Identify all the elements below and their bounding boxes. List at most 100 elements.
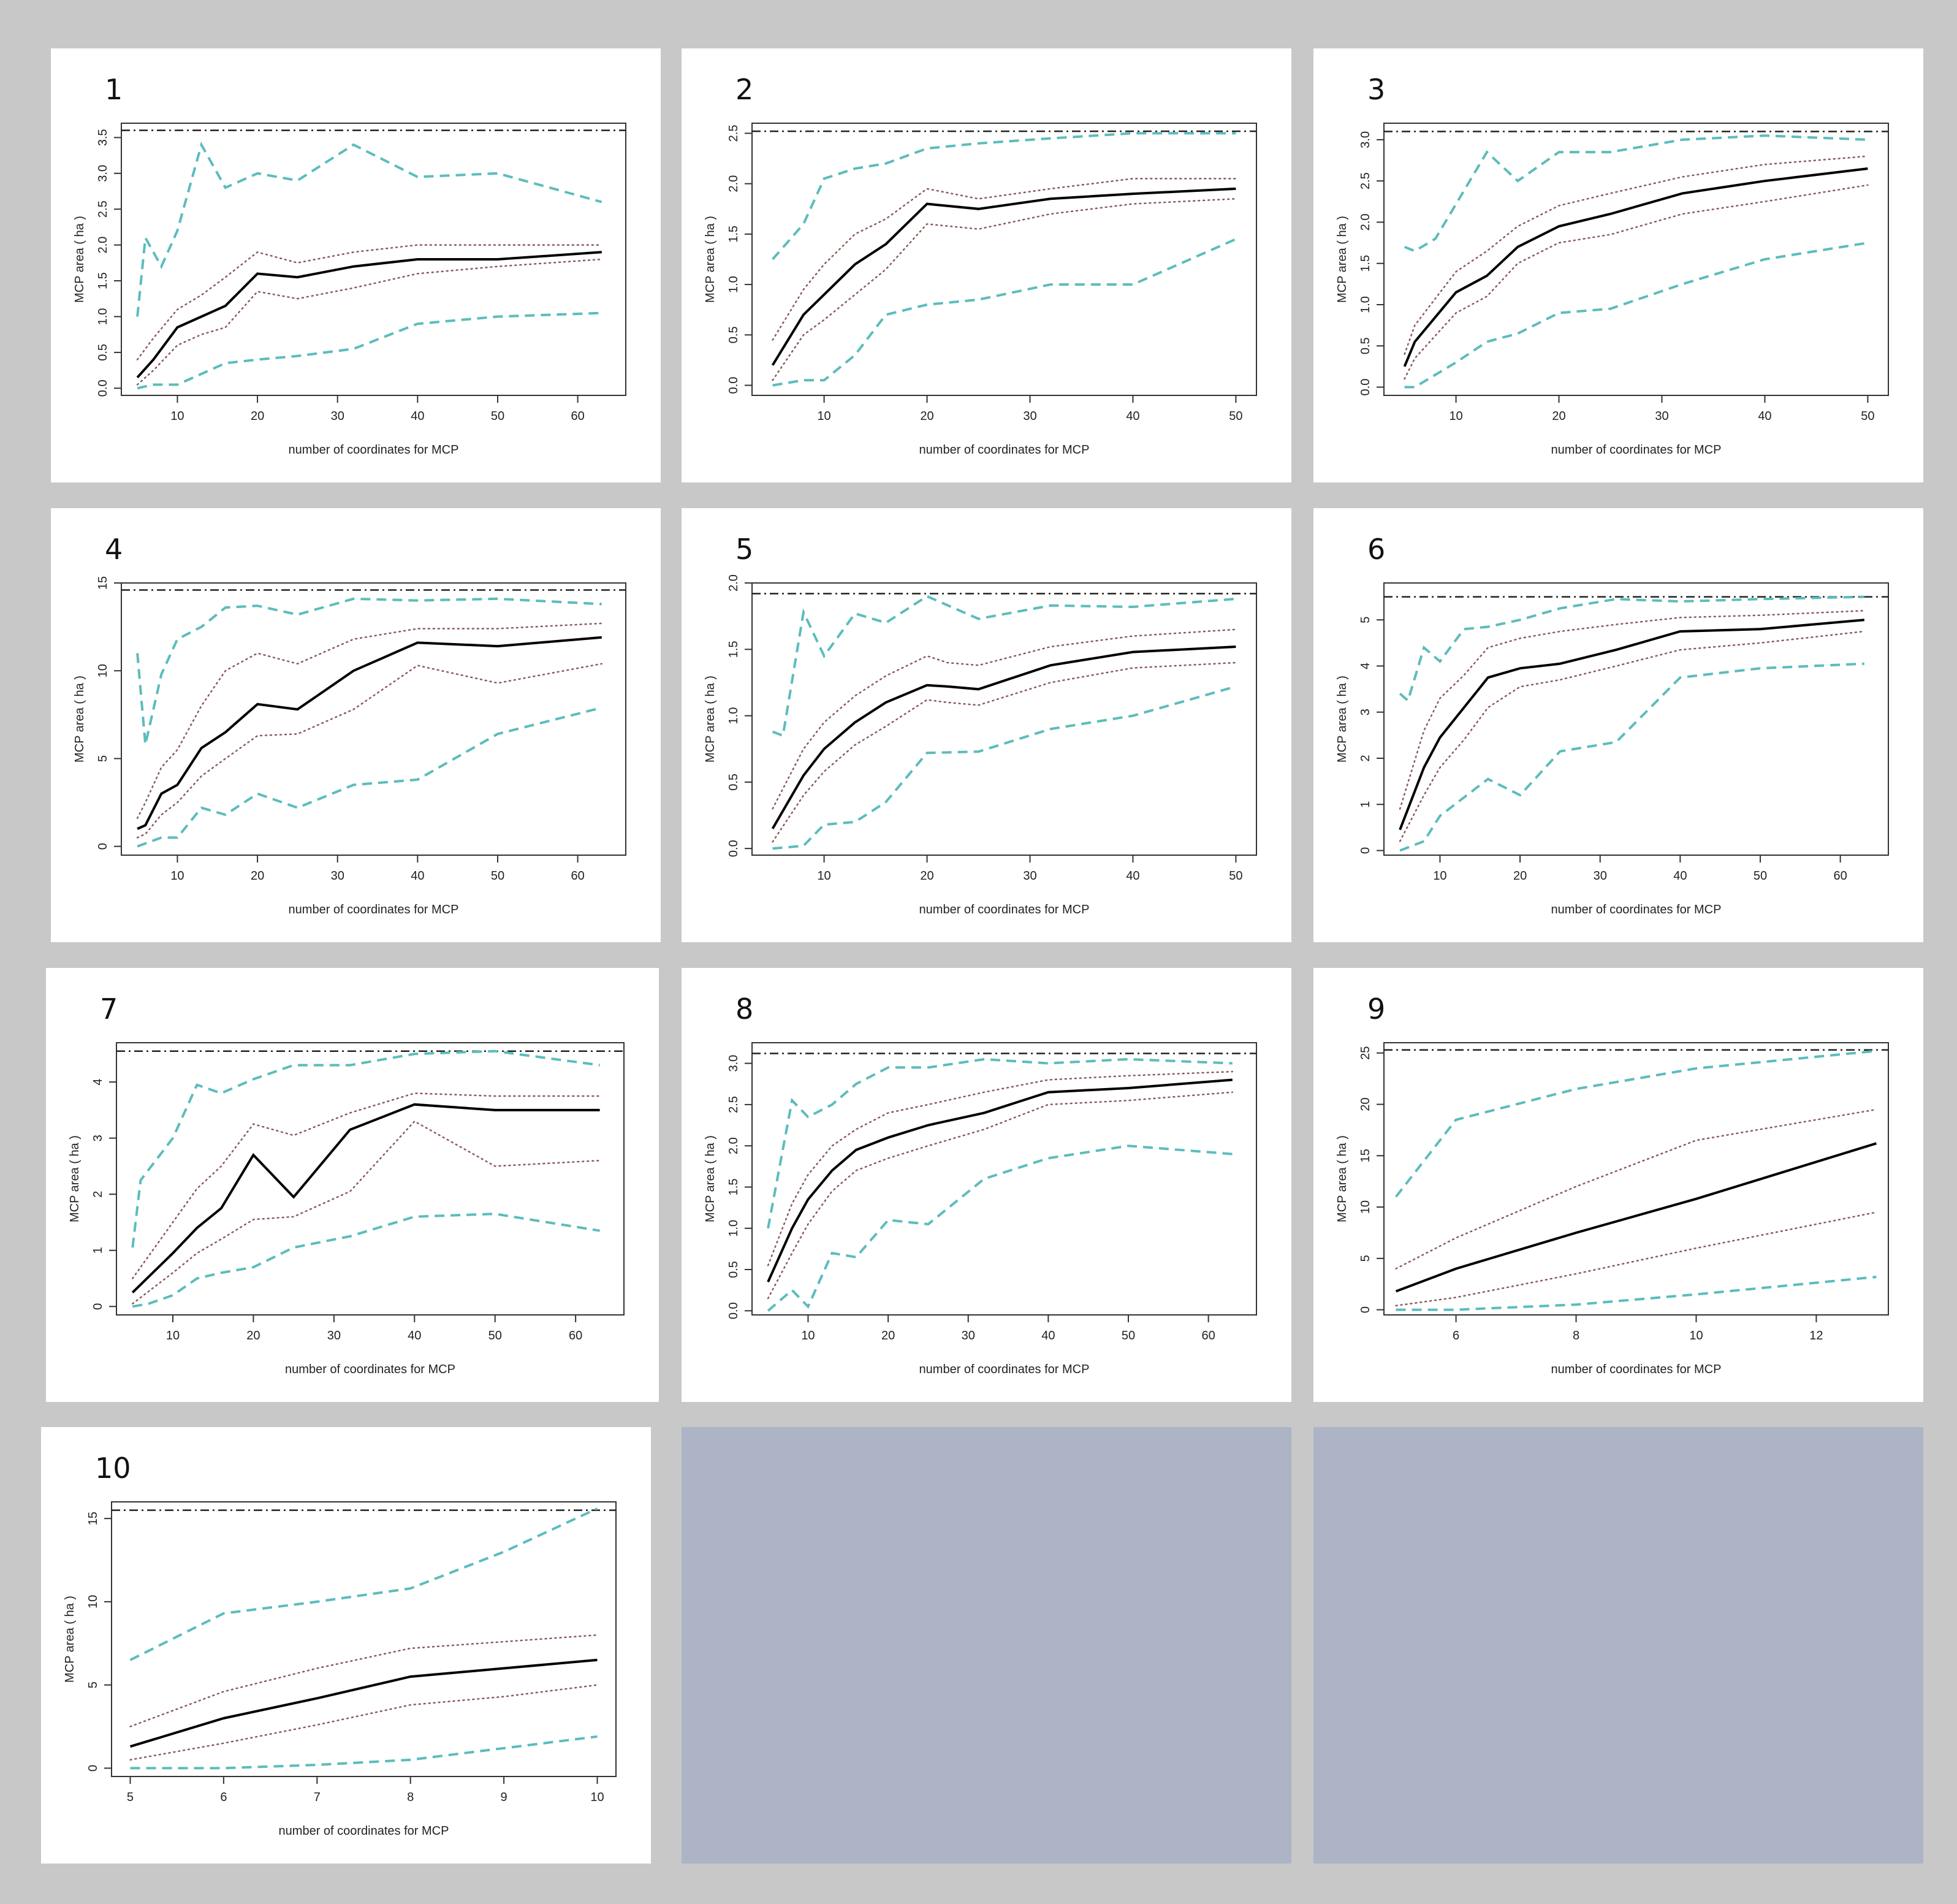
y-tick-label: 1.0 bbox=[727, 707, 740, 725]
x-tick-label: 60 bbox=[569, 1329, 582, 1342]
max-series-line bbox=[772, 132, 1236, 261]
y-tick-label: 4 bbox=[1359, 663, 1372, 669]
plot-frame bbox=[751, 123, 1257, 396]
panel-2: 10 20 30 40 50 0.0 0.5 1.0 1.5 2.0 2.5 number of co… bbox=[682, 48, 1291, 482]
x-tick-label: 40 bbox=[1126, 409, 1139, 423]
x-tick-label: 30 bbox=[1023, 869, 1036, 883]
y-tick-label: 3.5 bbox=[96, 129, 110, 146]
x-tick-label: 40 bbox=[1758, 409, 1771, 423]
y-tick-label: 1 bbox=[1359, 801, 1372, 808]
x-tick-label: 30 bbox=[1594, 869, 1607, 883]
x-tick-label: 50 bbox=[491, 869, 504, 883]
y-tick-label: 1.0 bbox=[727, 1220, 740, 1237]
y-tick-label: 2 bbox=[91, 1191, 105, 1198]
y-tick-label: 15 bbox=[96, 576, 110, 590]
chart-7-svg: 10 20 30 40 50 60 0 1 2 3 4 number of coordinates f… bbox=[68, 1042, 625, 1376]
ci-lower-line bbox=[1395, 1211, 1877, 1307]
x-tick-label: 60 bbox=[1201, 1329, 1215, 1342]
mean-series-line bbox=[1403, 167, 1868, 367]
ci-upper-line bbox=[136, 622, 603, 820]
y-tick-label: 0.5 bbox=[1359, 337, 1372, 354]
y-tick-label: 0 bbox=[91, 1303, 105, 1310]
plot-frame bbox=[751, 582, 1257, 856]
y-tick-label: 10 bbox=[96, 664, 110, 677]
x-tick-label: 50 bbox=[1229, 409, 1242, 423]
min-series-line bbox=[1404, 242, 1868, 389]
mean-series-line bbox=[771, 187, 1236, 366]
y-axis-label: MCP area ( ha ) bbox=[73, 216, 86, 303]
x-tick-label: 50 bbox=[491, 409, 504, 423]
y-tick-label: 15 bbox=[86, 1512, 100, 1525]
y-axis-label: MCP area ( ha ) bbox=[1336, 216, 1349, 303]
x-tick-label: 50 bbox=[1229, 869, 1242, 883]
y-tick-label: 2.0 bbox=[727, 574, 740, 592]
panel-number: 2 bbox=[735, 73, 754, 106]
plot-frame bbox=[1383, 1042, 1889, 1316]
y-axis-label: MCP area ( ha ) bbox=[704, 676, 717, 763]
x-tick-label: 20 bbox=[1513, 869, 1527, 883]
max-series-line bbox=[136, 597, 602, 745]
y-tick-label: 2.5 bbox=[727, 1096, 740, 1113]
panel-number: 6 bbox=[1367, 533, 1386, 566]
y-tick-label: 5 bbox=[1359, 617, 1372, 623]
x-axis-label: number of coordinates for MCP bbox=[919, 903, 1090, 916]
ci-upper-line bbox=[1399, 609, 1866, 810]
mean-series-line bbox=[129, 1658, 598, 1748]
y-axis-label: MCP area ( ha ) bbox=[704, 216, 717, 303]
y-axis-label: MCP area ( ha ) bbox=[1336, 1135, 1349, 1222]
x-tick-label: 40 bbox=[1041, 1329, 1055, 1342]
x-tick-label: 20 bbox=[920, 869, 933, 883]
x-axis-label: number of coordinates for MCP bbox=[279, 1824, 449, 1838]
chart-2-svg: 10 20 30 40 50 0.0 0.5 1.0 1.5 2.0 2.5 number of co… bbox=[704, 123, 1257, 457]
y-tick-label: 2.5 bbox=[727, 125, 740, 142]
min-series-line bbox=[137, 311, 602, 390]
x-tick-label: 10 bbox=[170, 409, 184, 423]
x-tick-label: 30 bbox=[962, 1329, 975, 1342]
plot-frame bbox=[116, 1042, 625, 1316]
ci-upper-line bbox=[129, 1634, 598, 1727]
max-series-line bbox=[1399, 595, 1864, 703]
y-tick-label: 0.5 bbox=[727, 326, 740, 343]
max-series-line bbox=[1404, 134, 1868, 253]
x-tick-label: 10 bbox=[1689, 1329, 1703, 1342]
y-tick-label: 1.5 bbox=[727, 1179, 740, 1196]
y-tick-label: 2.0 bbox=[727, 1137, 740, 1154]
x-tick-label: 20 bbox=[881, 1329, 895, 1342]
y-tick-label: 2.5 bbox=[1359, 172, 1372, 189]
y-tick-label: 0 bbox=[1359, 1306, 1372, 1313]
x-tick-label: 40 bbox=[411, 409, 424, 423]
y-tick-label: 2.0 bbox=[727, 175, 740, 192]
x-tick-label: 6 bbox=[220, 1791, 227, 1804]
y-tick-label: 10 bbox=[86, 1595, 100, 1609]
panel-number: 7 bbox=[100, 992, 118, 1026]
min-series-line bbox=[767, 1144, 1233, 1312]
chart-10-svg: 5 6 7 8 9 10 0 5 10 15 number of coordinates for M… bbox=[63, 1501, 617, 1838]
y-tick-label: 0 bbox=[96, 843, 110, 850]
y-tick-label: 3.0 bbox=[1359, 131, 1372, 148]
x-tick-label: 12 bbox=[1809, 1329, 1823, 1342]
ci-upper-line bbox=[136, 244, 603, 360]
ci-lower-line bbox=[129, 1684, 598, 1761]
ci-upper-line bbox=[132, 1092, 601, 1279]
mean-series-line bbox=[131, 1103, 600, 1293]
y-tick-label: 1.0 bbox=[1359, 296, 1372, 313]
y-tick-label: 25 bbox=[1359, 1046, 1372, 1060]
max-series-line bbox=[131, 1049, 600, 1248]
x-tick-label: 8 bbox=[407, 1791, 414, 1804]
y-tick-label: 3 bbox=[91, 1135, 105, 1141]
ci-lower-line bbox=[1399, 630, 1866, 842]
x-tick-label: 10 bbox=[1449, 409, 1462, 423]
x-tick-label: 10 bbox=[801, 1329, 815, 1342]
x-tick-label: 40 bbox=[408, 1329, 421, 1342]
max-series-line bbox=[129, 1507, 598, 1661]
x-tick-label: 5 bbox=[127, 1791, 134, 1804]
x-tick-label: 40 bbox=[1673, 869, 1687, 883]
plot-frame bbox=[121, 582, 626, 856]
panel-8: 10 20 30 40 50 60 0.0 0.5 1.0 1.5 2.0 2.5 3.0 number … bbox=[682, 968, 1291, 1402]
x-axis-label: number of coordinates for MCP bbox=[1551, 443, 1722, 457]
x-tick-label: 20 bbox=[251, 409, 264, 423]
panel-number: 9 bbox=[1367, 992, 1386, 1026]
y-tick-label: 2.5 bbox=[96, 200, 110, 218]
y-tick-label: 0.0 bbox=[1359, 379, 1372, 396]
ci-upper-line bbox=[1395, 1108, 1877, 1270]
